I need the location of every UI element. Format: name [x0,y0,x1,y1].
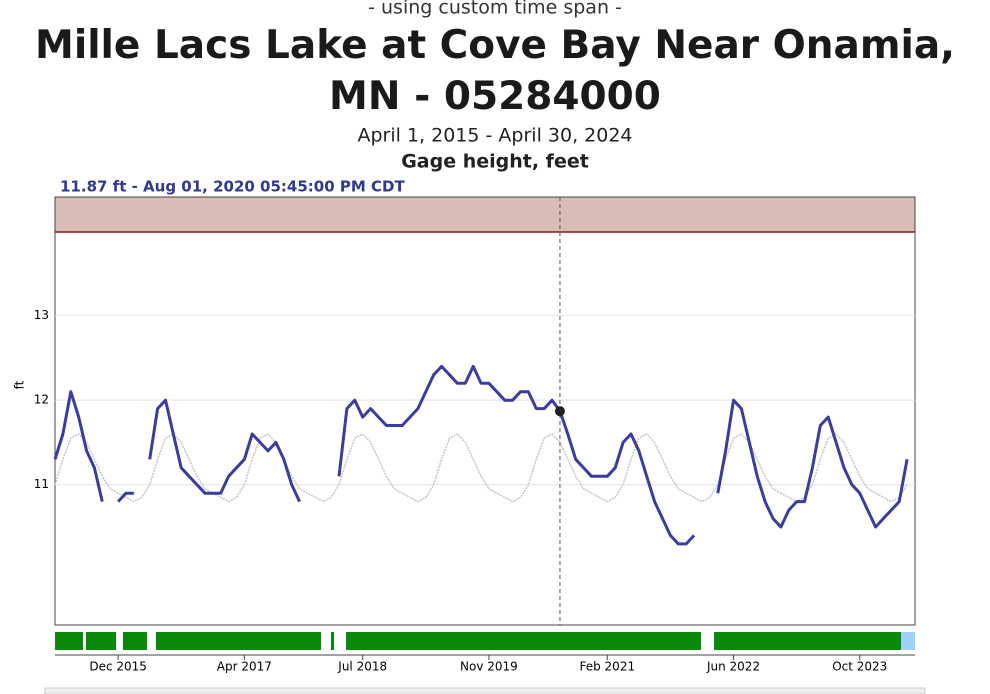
x-tick-label: Jul 2018 [337,660,387,674]
y-tick-label: 11 [34,477,49,491]
parameter: Gage height, feet [401,151,589,173]
approval-seg [331,632,334,650]
hover-point [554,406,565,417]
approval-bar [55,632,915,650]
approval-seg [55,632,83,650]
approval-seg [123,632,147,650]
title-box: Mille Lacs Lake at Cove Bay Near Onamia,… [35,23,955,119]
x-tick-label: Apr 2017 [217,660,272,674]
y-axis-label: ft [13,380,27,389]
approval-seg [714,632,901,650]
x-tick-label: Oct 2023 [832,660,887,674]
x-tick-label: Jun 2022 [706,660,760,674]
approval-seg [346,632,701,650]
y-tick-label: 13 [34,308,49,322]
x-tick-label: Feb 2021 [579,660,635,674]
y-tick-label: 12 [34,393,49,407]
median-line [54,433,908,503]
x-tick-label: Dec 2015 [89,660,147,674]
gage-line [53,364,909,546]
flood-band [55,197,915,232]
date-range: April 1, 2015 - April 30, 2024 [358,125,633,147]
plot-frame [54,196,916,626]
span-note: - using custom time span - [368,0,622,19]
scrollbar [44,687,926,694]
approval-seg [86,632,116,650]
x-tick-label: Nov 2019 [460,660,518,674]
approval-seg [156,632,321,650]
hover-readout: 11.87 ft - Aug 01, 2020 05:45:00 PM CDT [60,178,405,196]
provisional-seg [901,632,915,650]
site-title: Mille Lacs Lake at Cove Bay Near Onamia,… [35,23,955,119]
